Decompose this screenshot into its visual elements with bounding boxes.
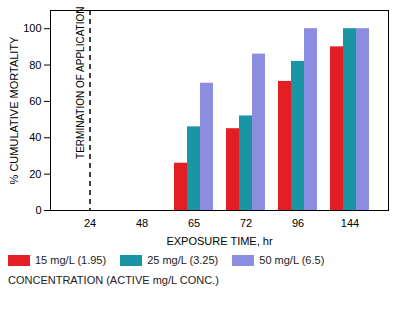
svg-text:100: 100	[23, 22, 41, 34]
html-text:CONCENTRATION (ACTIVE mg/L CON: CONCENTRATION (ACTIVE mg/L CONC.)	[8, 274, 219, 286]
svg-text:20: 20	[29, 168, 41, 180]
svg-text:60: 60	[29, 95, 41, 107]
svg-text:96: 96	[292, 217, 304, 229]
svg-text:48: 48	[136, 217, 148, 229]
html-text:15 mg/L (1.95): 15 mg/L (1.95)	[35, 254, 107, 266]
svg-text:65: 65	[188, 217, 200, 229]
svg-text:EXPOSURE TIME, hr: EXPOSURE TIME, hr	[166, 235, 272, 247]
svg-text:24: 24	[84, 217, 96, 229]
html-text:50 mg/L (6.5): 50 mg/L (6.5)	[259, 254, 325, 266]
svg-text:% CUMULATIVE MORTALITY: % CUMULATIVE MORTALITY	[8, 36, 20, 185]
svg-text:0: 0	[35, 204, 41, 216]
svg-text:72: 72	[240, 217, 252, 229]
svg-text:144: 144	[341, 217, 359, 229]
svg-text:80: 80	[29, 59, 41, 71]
svg-text:TERMINATION OF APPLICATION: TERMINATION OF APPLICATION	[75, 7, 86, 159]
html-text:25 mg/L (3.25): 25 mg/L (3.25)	[147, 254, 219, 266]
svg-text:40: 40	[29, 131, 41, 143]
